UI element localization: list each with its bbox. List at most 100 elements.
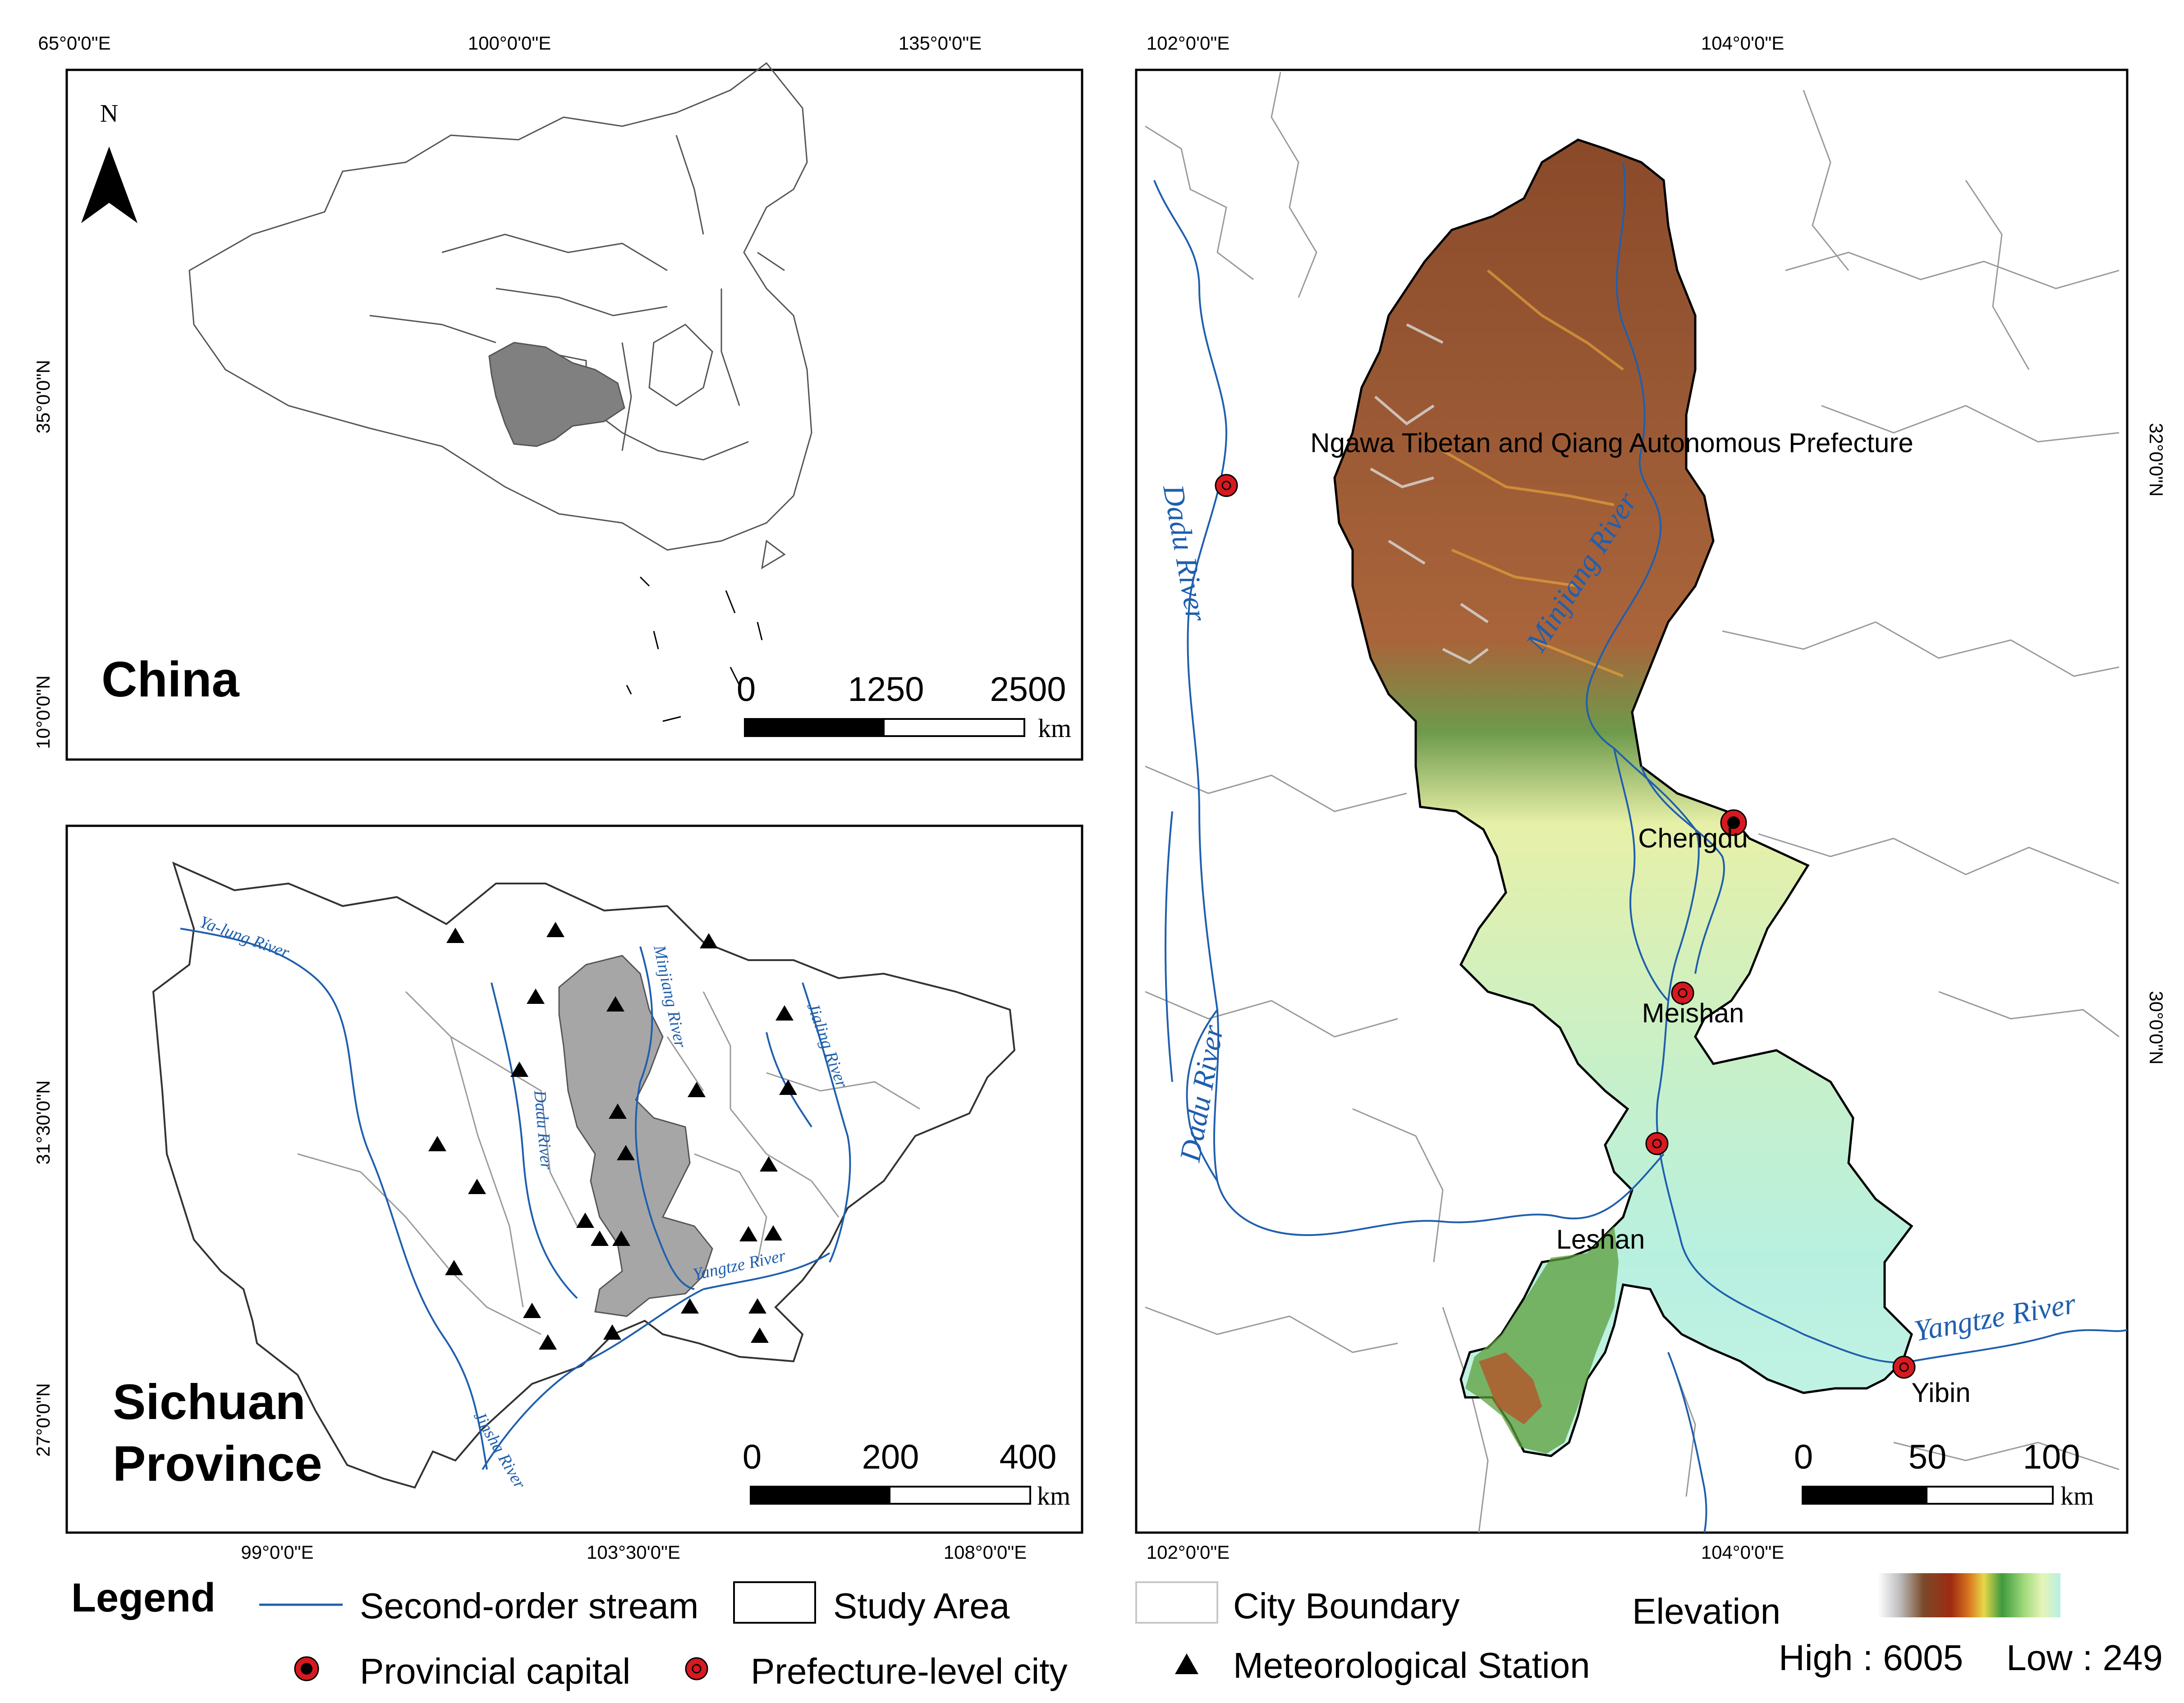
china-scale-tick-2: 2500 <box>990 670 1066 709</box>
sichuan-scale-tick-0: 0 <box>743 1438 762 1476</box>
elevation-ramp <box>1878 1573 2060 1617</box>
study-rivers <box>1153 162 2128 1533</box>
prefecture-city-icon <box>1215 474 1238 497</box>
legend-study-area-label: Study Area <box>833 1586 1010 1626</box>
study-area-elevation <box>1333 138 1913 1457</box>
station-icon <box>764 1225 782 1241</box>
station-icon <box>468 1179 486 1194</box>
legend-stream-label: Second-order stream <box>360 1586 698 1626</box>
city-label-ngawa: Ngawa Tibetan and Qiang Autonomous Prefe… <box>1310 428 1913 458</box>
station-icon <box>445 1260 463 1275</box>
provincial-capital-icon <box>1720 809 1747 836</box>
study-city-boundaries <box>1145 72 2120 1533</box>
sichuan-scale-bar: 0 200 400 km <box>743 1438 1070 1511</box>
legend: Legend Second-order stream Study Area Ci… <box>71 1573 2163 1691</box>
station-icon <box>428 1136 446 1151</box>
china-panel: N China 0 1250 2500 km 65°0'0"E 100°0'0"… <box>32 32 1083 761</box>
study-sw-peak <box>1479 1352 1542 1424</box>
sichuan-lon-label-2: 108°0'0"E <box>944 1542 1027 1563</box>
legend-city-boundary-label: City Boundary <box>1233 1586 1459 1626</box>
sichuan-lat-label-0: 31°30'0"N <box>32 1080 54 1165</box>
station-icon <box>546 922 564 937</box>
city-label-yibin: Yibin <box>1911 1378 1970 1408</box>
sichuan-lat-label-1: 27°0'0"N <box>32 1383 54 1457</box>
study-area-swatch <box>733 1581 816 1624</box>
study-cities <box>1215 474 1916 1379</box>
station-icon <box>760 1156 778 1172</box>
legend-station-label: Meteorological Station <box>1233 1645 1590 1685</box>
prefecture-city-icon <box>1892 1355 1916 1379</box>
station-icon <box>775 1005 794 1021</box>
city-label-leshan: Leshan <box>1556 1224 1645 1254</box>
city-boundary-swatch <box>1135 1581 1218 1624</box>
china-scale-tick-0: 0 <box>737 670 756 709</box>
station-icon <box>617 1145 635 1160</box>
study-lon-label-top-1: 104°0'0"E <box>1701 32 1785 54</box>
sichuan-title-line2: Province <box>113 1436 322 1492</box>
station-icon <box>539 1334 557 1350</box>
station-icon <box>700 933 718 948</box>
station-icon <box>606 996 624 1012</box>
sichuan-lon-label-0: 99°0'0"E <box>241 1542 313 1563</box>
scs-islands <box>626 576 763 722</box>
study-lat-label-1: 30°0'0"N <box>2146 991 2167 1065</box>
sichuan-scale-tick-2: 400 <box>1000 1438 1057 1476</box>
china-lon-label-1: 100°0'0"E <box>468 32 551 54</box>
china-lat-label-1: 10°0'0"N <box>32 675 54 749</box>
sichuan-rivers <box>180 928 851 1470</box>
prefecture-city-icon <box>685 1657 708 1680</box>
city-label-meishan: Meishan <box>1642 998 1744 1028</box>
station-icon <box>751 1328 769 1343</box>
station-icon <box>591 1231 609 1246</box>
north-label: N <box>100 100 118 128</box>
station-icon <box>446 928 464 943</box>
study-scale-unit: km <box>2060 1481 2094 1511</box>
legend-capital-label: Provincial capital <box>360 1651 630 1691</box>
sichuan-outline <box>152 861 1016 1489</box>
study-lon-label-bottom-0: 102°0'0"E <box>1147 1542 1230 1563</box>
station-icon <box>510 1062 528 1077</box>
legend-title: Legend <box>71 1575 216 1621</box>
study-panel: Dadu River Minjiang River Dadu River Yan… <box>1135 32 2167 1563</box>
study-lat-label-0: 32°0'0"N <box>2146 423 2167 497</box>
study-scale-tick-1: 50 <box>1909 1438 1947 1476</box>
station-icon <box>527 989 545 1004</box>
legend-high-label: High : 6005 <box>1779 1638 1963 1678</box>
prefecture-city-icon <box>1671 981 1694 1005</box>
station-icon <box>523 1303 541 1318</box>
china-scale-unit: km <box>1038 714 1071 743</box>
station-icon <box>748 1298 766 1314</box>
sichuan-panel: Ya-lung River Minjiang River Jialing Riv… <box>32 824 1083 1563</box>
sichuan-title-line1: Sichuan <box>113 1374 306 1430</box>
city-label-chengdu: Chengdu <box>1638 823 1748 853</box>
station-icon <box>609 1103 627 1119</box>
prefecture-city-icon <box>1645 1132 1669 1155</box>
legend-elevation-label: Elevation <box>1632 1591 1780 1631</box>
study-lon-label-top-0: 102°0'0"E <box>1147 32 1230 54</box>
china-lon-label-2: 135°0'0"E <box>899 32 982 54</box>
station-icon <box>681 1298 699 1314</box>
study-scale-tick-2: 100 <box>2023 1438 2080 1476</box>
china-scale-bar: 0 1250 2500 km <box>737 670 1071 743</box>
station-icon <box>779 1080 797 1095</box>
legend-low-label: Low : 249 <box>2006 1638 2163 1678</box>
study-scale-tick-0: 0 <box>1794 1438 1813 1476</box>
station-icon <box>739 1226 757 1241</box>
station-icon <box>1175 1653 1198 1674</box>
china-scale-tick-1: 1250 <box>848 670 924 709</box>
legend-prefecture-label: Prefecture-level city <box>751 1651 1067 1691</box>
china-title: China <box>101 652 239 707</box>
study-highland-ridges <box>1370 323 1489 664</box>
station-icon <box>603 1324 621 1340</box>
sichuan-lon-label-1: 103°30'0"E <box>587 1542 680 1563</box>
study-lon-label-bottom-1: 104°0'0"E <box>1701 1542 1785 1563</box>
sichuan-city-boundaries <box>297 991 920 1335</box>
station-icon <box>612 1231 630 1246</box>
station-icon <box>688 1082 706 1097</box>
china-lat-label-0: 35°0'0"N <box>32 360 54 434</box>
provincial-capital-icon <box>294 1656 319 1681</box>
sichuan-in-china <box>488 342 625 447</box>
north-arrow-icon: N <box>81 100 138 223</box>
study-city-labels: Ngawa Tibetan and Qiang Autonomous Prefe… <box>1310 428 1970 1408</box>
china-lon-label-0: 65°0'0"E <box>38 32 110 54</box>
